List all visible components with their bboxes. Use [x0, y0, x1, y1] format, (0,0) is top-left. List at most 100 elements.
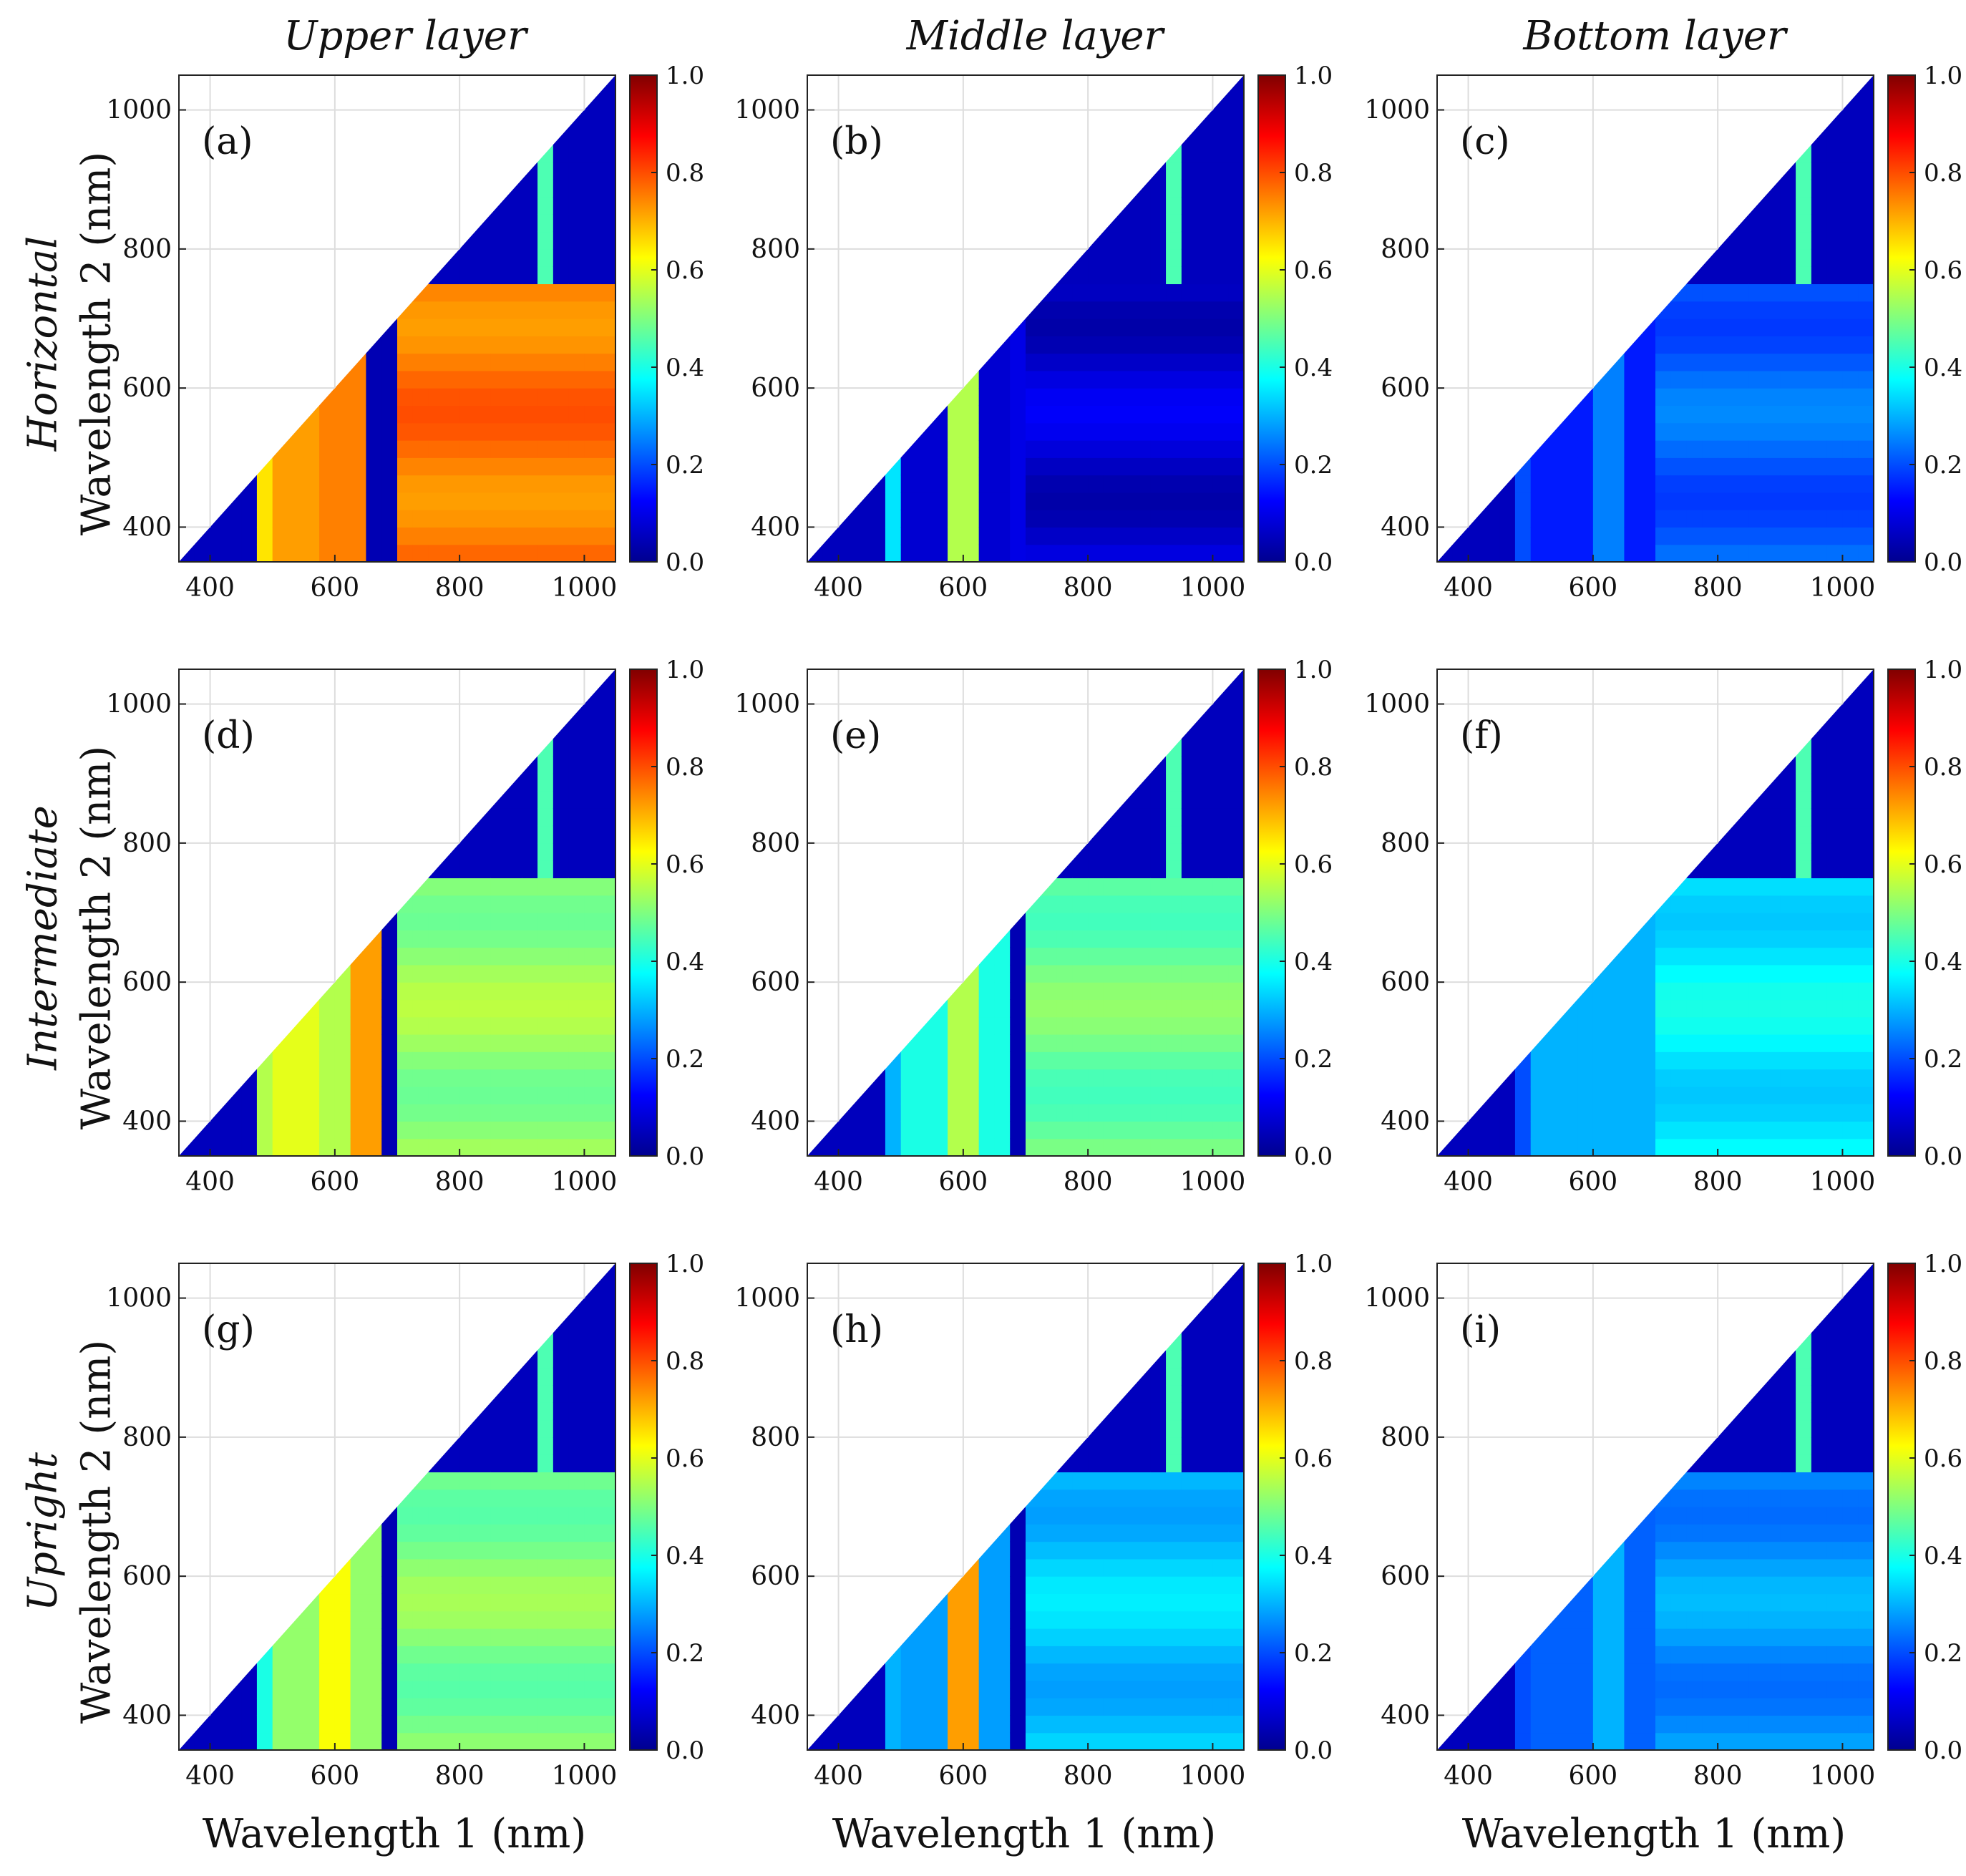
- heatmap-cell: [1103, 1576, 1120, 1595]
- heatmap-cell: [1748, 878, 1766, 896]
- heatmap-cell: [553, 1628, 570, 1646]
- heatmap-cell: [303, 1034, 320, 1052]
- heatmap-cell: [319, 1034, 336, 1052]
- heatmap-cell: [522, 825, 538, 844]
- heatmap-cell: [1826, 248, 1844, 267]
- heatmap-cell: [1858, 1350, 1874, 1369]
- heatmap-cell: [600, 1541, 616, 1560]
- heatmap-cell: [1041, 1698, 1058, 1716]
- heatmap-cell: [553, 1419, 570, 1438]
- heatmap-cell: [1702, 1086, 1718, 1104]
- heatmap-cell: [444, 301, 460, 319]
- heatmap-cell: [444, 1524, 460, 1542]
- heatmap-cell: [568, 214, 585, 233]
- heatmap-cell: [1842, 1138, 1859, 1157]
- heatmap-cell: [444, 266, 460, 285]
- heatmap-cell: [1858, 319, 1874, 336]
- heatmap-cell: [1718, 1698, 1734, 1716]
- heatmap-cell: [1702, 913, 1718, 930]
- heatmap-cell: [1181, 214, 1198, 233]
- heatmap-cell: [1733, 1069, 1750, 1087]
- heatmap-cell: [963, 1610, 980, 1629]
- heatmap-cell: [1166, 492, 1182, 510]
- heatmap-cell: [1748, 1489, 1766, 1507]
- heatmap-cell: [1103, 842, 1120, 861]
- heatmap-cell: [1780, 457, 1796, 476]
- heatmap-cell: [584, 179, 600, 198]
- heatmap-cell: [1826, 283, 1844, 302]
- heatmap-cell: [381, 1698, 398, 1716]
- heatmap-cell: [490, 370, 507, 389]
- heatmap-cell: [1858, 388, 1874, 407]
- heatmap-cell: [1764, 825, 1781, 844]
- heatmap-cell: [303, 1628, 320, 1646]
- heatmap-cell: [1103, 353, 1120, 371]
- heatmap-cell: [256, 544, 273, 563]
- heatmap-cell: [1010, 1086, 1026, 1104]
- heatmap-cell: [366, 1698, 382, 1716]
- heatmap-cell: [1842, 544, 1859, 563]
- heatmap-cell: [303, 422, 320, 441]
- heatmap-cell: [553, 982, 570, 1001]
- heatmap-cell: [1748, 842, 1766, 861]
- heatmap-cell: [288, 544, 304, 563]
- heatmap-cell: [506, 791, 522, 809]
- heatmap-cell: [241, 527, 258, 545]
- heatmap-cell: [1811, 773, 1828, 792]
- heatmap-cell: [381, 1138, 398, 1157]
- y-tick-label: 1000: [106, 96, 172, 125]
- heatmap-cell: [1811, 1034, 1828, 1052]
- heatmap-cell: [319, 422, 336, 441]
- heatmap-cell: [1119, 248, 1136, 267]
- heatmap-cell: [1119, 1715, 1136, 1734]
- heatmap-cell: [303, 1698, 320, 1716]
- heatmap-cell: [1811, 1138, 1828, 1157]
- heatmap-cell: [932, 527, 948, 545]
- heatmap-cell: [600, 92, 616, 111]
- colorbar-tick-label: 0.6: [1294, 1444, 1333, 1473]
- heatmap-cell: [366, 510, 382, 528]
- heatmap-cell: [1056, 878, 1073, 896]
- heatmap-cell: [1842, 1086, 1859, 1104]
- heatmap-cell: [522, 336, 538, 354]
- heatmap-cell: [537, 1086, 554, 1104]
- heatmap-cell: [490, 544, 507, 563]
- heatmap-cell: [444, 1051, 460, 1070]
- heatmap-cell: [600, 527, 616, 545]
- heatmap-cell: [381, 440, 398, 458]
- heatmap-cell: [319, 475, 336, 493]
- heatmap-cell: [1858, 92, 1874, 111]
- heatmap-cell: [428, 999, 444, 1018]
- y-tick-label: 400: [1381, 512, 1430, 542]
- heatmap-cell: [1041, 440, 1058, 458]
- heatmap-cell: [1796, 544, 1812, 563]
- heatmap-cell: [475, 544, 492, 563]
- heatmap-cell: [1655, 1138, 1672, 1157]
- heatmap-cell: [584, 266, 600, 285]
- heatmap-cell: [1764, 1558, 1781, 1577]
- heatmap-cell: [1796, 895, 1812, 913]
- heatmap-cell: [1718, 266, 1734, 285]
- heatmap-cell: [932, 1086, 948, 1104]
- heatmap-cell: [948, 1698, 964, 1716]
- heatmap-cell: [1811, 1541, 1828, 1560]
- heatmap-cell: [978, 1576, 996, 1595]
- heatmap-cell: [1796, 510, 1812, 528]
- heatmap-cell: [1228, 353, 1245, 371]
- heatmap-cell: [916, 492, 933, 510]
- heatmap-cell: [978, 1628, 996, 1646]
- heatmap-cell: [506, 214, 522, 233]
- heatmap-cell: [459, 1558, 476, 1577]
- heatmap-cell: [1826, 1350, 1844, 1369]
- heatmap-cell: [1197, 1138, 1214, 1157]
- heatmap-cell: [1212, 1298, 1229, 1316]
- heatmap-cell: [1624, 1104, 1640, 1122]
- heatmap-cell: [225, 1698, 242, 1716]
- heatmap-cell: [1181, 1437, 1198, 1455]
- heatmap-cell: [1826, 1402, 1844, 1421]
- heatmap-cell: [1686, 1576, 1703, 1595]
- heatmap-cell: [1780, 913, 1796, 930]
- heatmap-cell: [366, 353, 382, 371]
- heatmap-cell: [1088, 842, 1104, 861]
- heatmap-cell: [428, 283, 444, 302]
